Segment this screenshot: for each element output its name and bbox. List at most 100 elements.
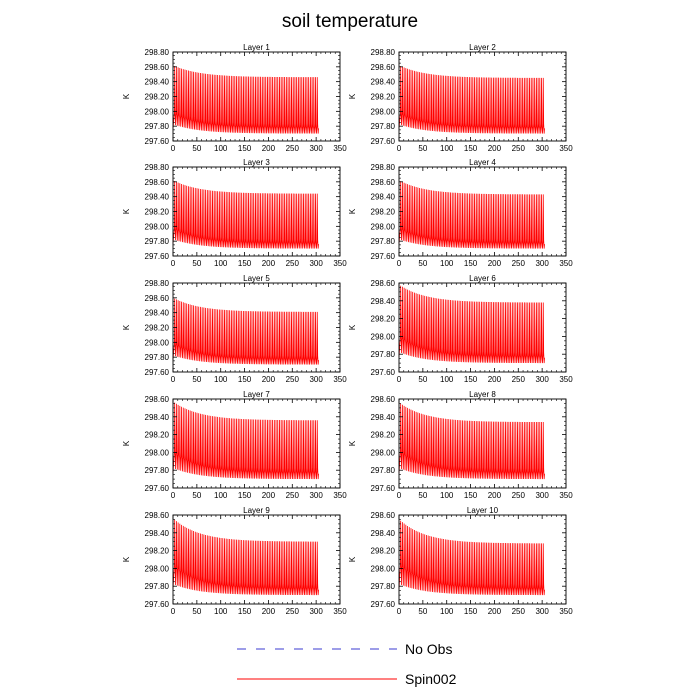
x-tick-label: 350 (333, 375, 347, 384)
x-tick-label: 300 (309, 144, 323, 153)
x-tick-label: 150 (464, 144, 478, 153)
x-tick-label: 250 (286, 259, 300, 268)
x-tick-label: 50 (192, 491, 201, 500)
y-tick-label: 298.40 (371, 529, 396, 538)
x-tick-label: 350 (559, 144, 573, 153)
panel-layer-10: Layer 10 K 0 50 100 150 200 250 300 350 297.60 297.… (348, 506, 573, 616)
x-tick-label: 50 (192, 144, 201, 153)
y-tick-label: 298.00 (145, 222, 170, 231)
panel-title: Layer 5 (243, 274, 270, 283)
panel-title: Layer 1 (243, 43, 270, 52)
y-tick-label: 298.60 (371, 178, 396, 187)
y-tick-label: 298.20 (145, 93, 170, 102)
y-tick-label: 298.40 (145, 529, 170, 538)
x-tick-label: 300 (535, 375, 549, 384)
panel-title: Layer 8 (469, 390, 496, 399)
x-tick-label: 250 (512, 259, 526, 268)
x-tick-label: 250 (512, 607, 526, 616)
y-tick-label: 298.20 (371, 315, 396, 324)
x-tick-label: 200 (262, 491, 276, 500)
panel-grid: Layer 1 K 0 50 100 150 200 250 300 350 297.60 297.8… (122, 43, 573, 616)
x-tick-label: 200 (488, 144, 502, 153)
y-tick-label: 298.60 (371, 63, 396, 72)
y-axis-label: K (122, 440, 131, 446)
y-tick-label: 298.20 (371, 547, 396, 556)
y-tick-label: 297.60 (145, 600, 170, 609)
x-tick-label: 100 (214, 375, 228, 384)
panel-title: Layer 2 (469, 43, 496, 52)
x-tick-label: 100 (440, 491, 454, 500)
x-tick-label: 200 (262, 607, 276, 616)
y-tick-label: 298.40 (371, 413, 396, 422)
x-tick-label: 300 (309, 607, 323, 616)
series-line-spin002 (398, 181, 545, 249)
x-tick-label: 350 (333, 259, 347, 268)
x-tick-label: 100 (214, 144, 228, 153)
y-axis-label: K (348, 93, 357, 99)
x-tick-label: 50 (418, 491, 427, 500)
x-tick-label: 350 (559, 375, 573, 384)
x-tick-label: 150 (238, 144, 252, 153)
x-tick-label: 350 (333, 144, 347, 153)
panel-layer-1: Layer 1 K 0 50 100 150 200 250 300 350 297.60 297.8… (122, 43, 347, 153)
x-tick-label: 200 (262, 375, 276, 384)
series-line-spin002 (172, 519, 319, 596)
x-tick-label: 0 (397, 491, 402, 500)
series-line-spin002 (398, 285, 545, 364)
x-tick-label: 50 (418, 144, 427, 153)
x-tick-label: 350 (333, 491, 347, 500)
x-tick-label: 100 (214, 491, 228, 500)
y-axis-label: K (122, 556, 131, 562)
y-axis-label: K (348, 208, 357, 214)
y-tick-label: 297.80 (371, 122, 396, 131)
series-line-spin002 (398, 403, 545, 480)
legend-label-spin002: Spin002 (405, 671, 457, 687)
x-tick-label: 0 (397, 607, 402, 616)
y-tick-label: 297.80 (371, 237, 396, 246)
x-tick-label: 200 (488, 491, 502, 500)
y-tick-label: 298.00 (145, 448, 170, 457)
panel-layer-3: Layer 3 K 0 50 100 150 200 250 300 350 297.60 297.8… (122, 158, 347, 268)
y-tick-label: 298.20 (371, 431, 396, 440)
y-tick-label: 298.00 (145, 564, 170, 573)
panel-layer-8: Layer 8 K 0 50 100 150 200 250 300 350 297.60 297.8… (348, 390, 573, 500)
y-tick-label: 297.60 (145, 252, 170, 261)
y-tick-label: 298.40 (145, 413, 170, 422)
x-tick-label: 50 (418, 375, 427, 384)
y-tick-label: 298.40 (371, 193, 396, 202)
series-line-spin002 (172, 298, 319, 365)
panel-layer-2: Layer 2 K 0 50 100 150 200 250 300 350 297.60 297.8… (348, 43, 573, 153)
y-tick-label: 297.60 (145, 484, 170, 493)
series-line-spin002 (398, 520, 545, 596)
x-tick-label: 150 (238, 491, 252, 500)
x-tick-label: 300 (309, 491, 323, 500)
y-tick-label: 298.80 (371, 48, 396, 57)
y-tick-label: 298.20 (145, 208, 170, 217)
x-tick-label: 100 (440, 144, 454, 153)
y-tick-label: 297.80 (371, 582, 396, 591)
y-axis-label: K (348, 556, 357, 562)
x-tick-label: 0 (171, 144, 176, 153)
x-tick-label: 200 (262, 259, 276, 268)
x-tick-label: 0 (171, 607, 176, 616)
x-tick-label: 200 (488, 375, 502, 384)
x-tick-label: 0 (397, 144, 402, 153)
y-axis-label: K (348, 440, 357, 446)
x-tick-label: 250 (286, 607, 300, 616)
legend-label-no-obs: No Obs (405, 641, 452, 657)
x-tick-label: 0 (171, 259, 176, 268)
x-tick-label: 100 (440, 259, 454, 268)
y-tick-label: 298.80 (145, 48, 170, 57)
y-tick-label: 297.60 (145, 137, 170, 146)
panel-title: Layer 7 (243, 390, 270, 399)
x-tick-label: 350 (333, 607, 347, 616)
y-tick-label: 298.60 (371, 395, 396, 404)
x-tick-label: 300 (535, 259, 549, 268)
x-tick-label: 250 (512, 375, 526, 384)
y-tick-label: 297.80 (145, 353, 170, 362)
y-tick-label: 298.60 (145, 395, 170, 404)
panel-title: Layer 6 (469, 274, 496, 283)
y-tick-label: 297.60 (145, 368, 170, 377)
